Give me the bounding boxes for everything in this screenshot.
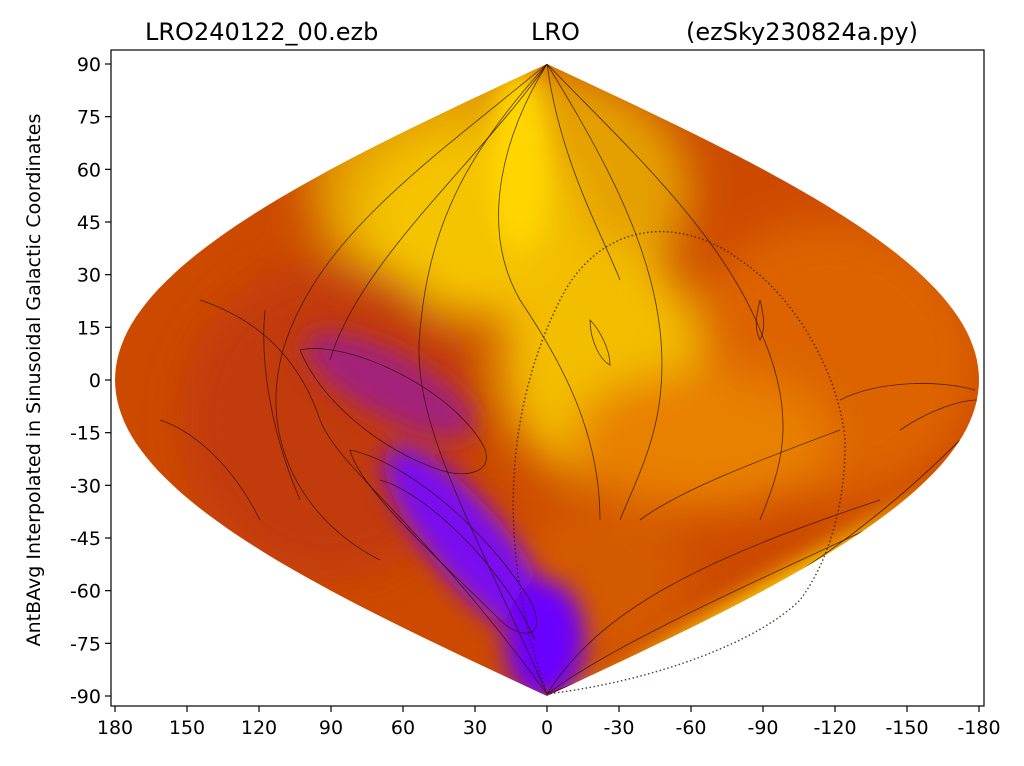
x-tick-label: -90 bbox=[747, 717, 778, 739]
heatmap-blob-orange-center bbox=[570, 370, 830, 510]
title-left: LRO240122_00.ezb bbox=[145, 18, 378, 46]
y-tick-label: 0 bbox=[89, 370, 101, 392]
y-tick-label: 90 bbox=[77, 54, 101, 76]
y-tick-label: 60 bbox=[77, 159, 101, 181]
title-right: (ezSky230824a.py) bbox=[686, 18, 918, 46]
heatmap-blob-violet-core bbox=[505, 580, 585, 696]
heatmap-area bbox=[115, 64, 979, 696]
x-axis-ticks: 180 150 120 90 60 30 0 -30 -60 -90 -120 -150 -180 bbox=[97, 706, 1001, 739]
x-tick-label: -180 bbox=[957, 717, 1000, 739]
y-tick-label: 30 bbox=[77, 265, 101, 287]
y-axis-ticks: 90 75 60 45 30 15 0 -15 -30 -45 -60 -75 -90 bbox=[70, 54, 111, 708]
y-tick-label: 75 bbox=[77, 107, 101, 129]
title-center: LRO bbox=[531, 18, 580, 46]
y-tick-label: -15 bbox=[70, 423, 101, 445]
y-tick-label: -45 bbox=[70, 528, 101, 550]
x-tick-label: 60 bbox=[391, 717, 415, 739]
x-tick-label: 0 bbox=[541, 717, 553, 739]
x-tick-label: -120 bbox=[813, 717, 856, 739]
x-tick-label: -60 bbox=[675, 717, 706, 739]
x-tick-label: -150 bbox=[885, 717, 928, 739]
x-tick-label: 120 bbox=[241, 717, 277, 739]
x-tick-label: 90 bbox=[319, 717, 343, 739]
x-tick-label: 180 bbox=[97, 717, 133, 739]
heatmap-blob-magenta-west bbox=[304, 332, 476, 438]
y-tick-label: -30 bbox=[70, 475, 101, 497]
y-tick-label: 15 bbox=[77, 317, 101, 339]
y-tick-label: 45 bbox=[77, 212, 101, 234]
x-tick-label: 30 bbox=[463, 717, 487, 739]
y-tick-label: -60 bbox=[70, 581, 101, 603]
x-tick-label: 150 bbox=[169, 717, 205, 739]
y-tick-label: -90 bbox=[70, 686, 101, 708]
y-tick-label: -75 bbox=[70, 633, 101, 655]
y-axis-label: AntBAvg Interpolated in Sinusoidal Galac… bbox=[23, 114, 45, 647]
x-tick-label: -30 bbox=[603, 717, 634, 739]
